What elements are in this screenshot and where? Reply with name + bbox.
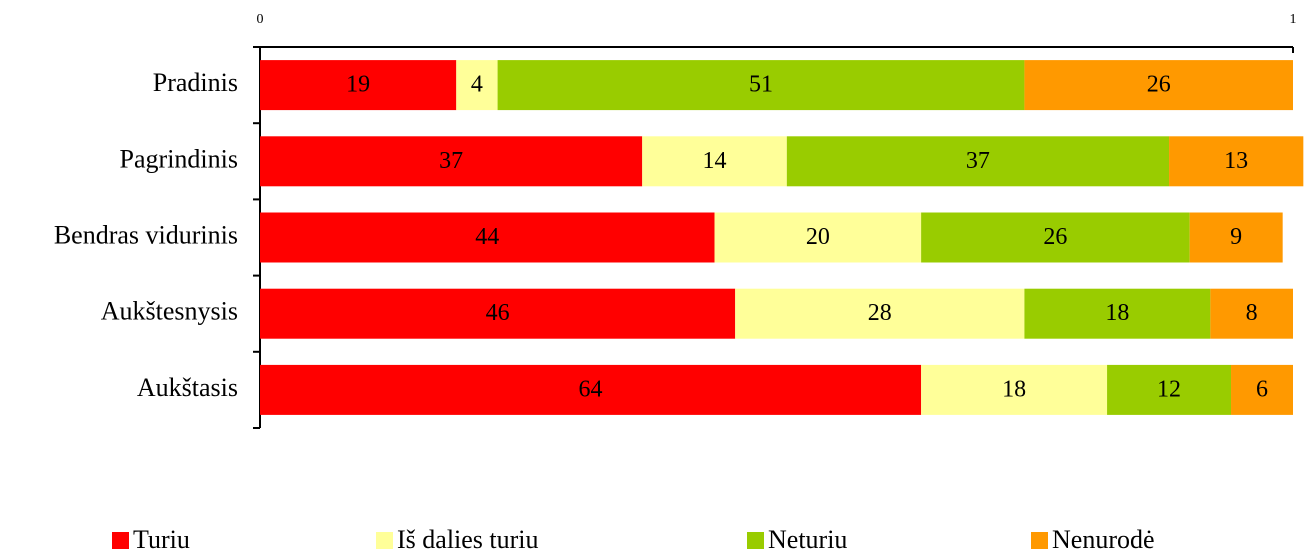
bar-segment — [497, 60, 1025, 111]
legend-swatch — [112, 532, 129, 549]
data-label: 46 — [486, 300, 510, 326]
legend-swatch — [376, 532, 393, 549]
bar-segment — [1189, 212, 1283, 263]
bar-segment — [260, 288, 736, 339]
legend-label: Nenurodė — [1052, 525, 1155, 554]
bar-segment — [642, 136, 787, 187]
bar-segment — [260, 212, 715, 263]
bar-segment — [921, 212, 1190, 263]
data-label: 64 — [579, 376, 603, 402]
legend-label: Iš dalies turiu — [397, 525, 539, 554]
category-label: Pagrindinis — [120, 144, 238, 173]
data-label: 12 — [1157, 376, 1181, 402]
data-label: 18 — [1105, 300, 1129, 326]
bar-segment — [260, 364, 922, 415]
bar-segment — [735, 288, 1025, 339]
category-label: Bendras vidurinis — [54, 220, 238, 249]
category-label: Aukštesnysis — [101, 297, 238, 326]
bar-segment — [1024, 288, 1211, 339]
category-label: Aukštasis — [137, 373, 238, 402]
data-label: 26 — [1147, 72, 1171, 98]
bar-segment — [260, 60, 457, 111]
data-label: 19 — [346, 72, 370, 98]
data-label: 14 — [703, 148, 727, 174]
legend-swatch — [747, 532, 764, 549]
bar-segment — [714, 212, 922, 263]
bar-segment — [1210, 288, 1293, 339]
bar-segment — [1231, 364, 1293, 415]
x-tick-label: 1 — [1290, 12, 1297, 27]
bar-segment — [456, 60, 498, 111]
bar-segment — [260, 136, 643, 187]
bar-segment — [786, 136, 1170, 187]
data-label: 20 — [806, 224, 830, 250]
data-label: 6 — [1256, 376, 1268, 402]
bar-segment — [1107, 364, 1232, 415]
bar-segment — [1024, 60, 1293, 111]
data-label: 9 — [1230, 224, 1242, 250]
legend-swatch — [1031, 532, 1048, 549]
legend-label: Neturiu — [768, 525, 847, 554]
bar-segment — [921, 364, 1108, 415]
legend-label: Turiu — [133, 525, 190, 554]
data-label: 37 — [439, 148, 463, 174]
category-label: Pradinis — [153, 68, 238, 97]
data-label: 44 — [475, 224, 499, 250]
data-label: 51 — [749, 72, 773, 98]
data-label: 26 — [1043, 224, 1067, 250]
bar-segment — [1169, 136, 1304, 187]
data-label: 8 — [1246, 300, 1258, 326]
x-tick-label: 0 — [257, 12, 264, 27]
data-label: 37 — [966, 148, 990, 174]
data-label: 13 — [1224, 148, 1248, 174]
data-label: 18 — [1002, 376, 1026, 402]
data-label: 4 — [471, 72, 483, 98]
data-label: 28 — [868, 300, 892, 326]
